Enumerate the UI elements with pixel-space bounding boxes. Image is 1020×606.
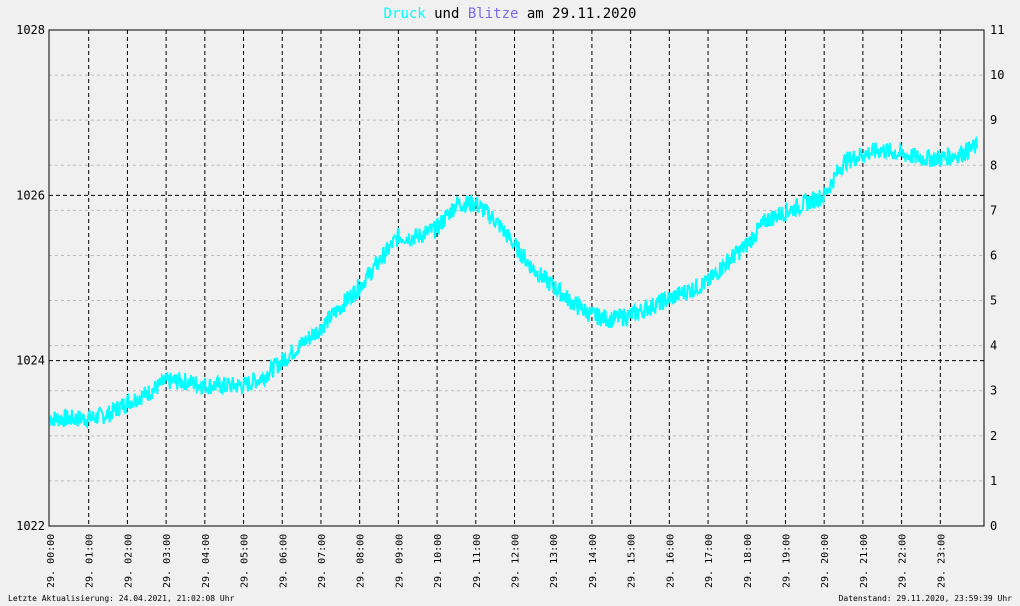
x-tick-label: 29. 18:00 — [743, 534, 754, 588]
left-tick-label: 1026 — [16, 188, 45, 202]
x-tick-label: 29. 01:00 — [85, 534, 96, 588]
series-layer — [49, 135, 979, 430]
footer-last-update: Letzte Aktualisierung: 24.04.2021, 21:02… — [8, 594, 235, 603]
x-tick-label: 29. 19:00 — [781, 534, 792, 588]
left-axis: 1022 1024 1026 1028 — [16, 23, 45, 533]
x-tick-label: 29. 05:00 — [240, 534, 251, 588]
left-tick-label: 1022 — [16, 519, 45, 533]
footer-data-state: Datenstand: 29.11.2020, 23:59:39 Uhr — [839, 594, 1013, 603]
right-tick-label: 11 — [990, 23, 1004, 37]
x-axis: 29. 00:00 29. 01:00 29. 02:00 29. 03:00 29. … — [46, 534, 947, 588]
title-druck: Druck — [384, 6, 427, 22]
title-und: und — [426, 6, 468, 22]
right-tick-label: 5 — [990, 294, 997, 308]
right-tick-label: 6 — [990, 248, 997, 262]
chart-title: Druck und Blitze am 29.11.2020 — [384, 6, 637, 22]
x-tick-label: 29. 04:00 — [201, 534, 212, 588]
grid — [49, 30, 984, 526]
left-tick-label: 1024 — [16, 354, 45, 368]
right-tick-label: 10 — [990, 68, 1004, 82]
x-tick-label: 29. 20:00 — [820, 534, 831, 588]
right-tick-label: 2 — [990, 429, 997, 443]
right-axis: 0 1 2 3 4 5 6 7 8 9 10 11 — [990, 23, 1004, 533]
x-tick-label: 29. 12:00 — [511, 534, 522, 588]
x-tick-label: 29. 15:00 — [627, 534, 638, 588]
x-tick-label: 29. 13:00 — [549, 534, 560, 588]
x-tick-label: 29. 00:00 — [46, 534, 57, 588]
right-tick-label: 3 — [990, 384, 997, 398]
x-tick-label: 29. 17:00 — [704, 534, 715, 588]
x-tick-label: 29. 08:00 — [356, 534, 367, 588]
x-tick-label: 29. 02:00 — [123, 534, 134, 588]
right-tick-label: 7 — [990, 203, 997, 217]
x-tick-label: 29. 14:00 — [588, 534, 599, 588]
x-tick-label: 29. 16:00 — [665, 534, 676, 588]
x-tick-label: 29. 03:00 — [162, 534, 173, 588]
title-blitze: Blitze — [468, 6, 519, 22]
plot-frame — [48, 29, 985, 527]
x-tick-label: 29. 09:00 — [394, 534, 405, 588]
pressure-series-line — [49, 135, 979, 430]
x-tick-label: 29. 11:00 — [472, 534, 483, 588]
x-tick-label: 29. 21:00 — [859, 534, 870, 588]
x-tick-label: 29. 10:00 — [433, 534, 444, 588]
right-tick-label: 9 — [990, 113, 997, 127]
right-tick-label: 1 — [990, 474, 997, 488]
x-tick-label: 29. 07:00 — [317, 534, 328, 588]
right-tick-label: 4 — [990, 339, 997, 353]
right-tick-label: 0 — [990, 519, 997, 533]
x-tick-label: 29. 22:00 — [898, 534, 909, 588]
right-tick-label: 8 — [990, 158, 997, 172]
x-tick-label: 29. 23:00 — [936, 534, 947, 588]
left-tick-label: 1028 — [16, 23, 45, 37]
title-date: am 29.11.2020 — [518, 6, 636, 22]
x-tick-label: 29. 06:00 — [278, 534, 289, 588]
